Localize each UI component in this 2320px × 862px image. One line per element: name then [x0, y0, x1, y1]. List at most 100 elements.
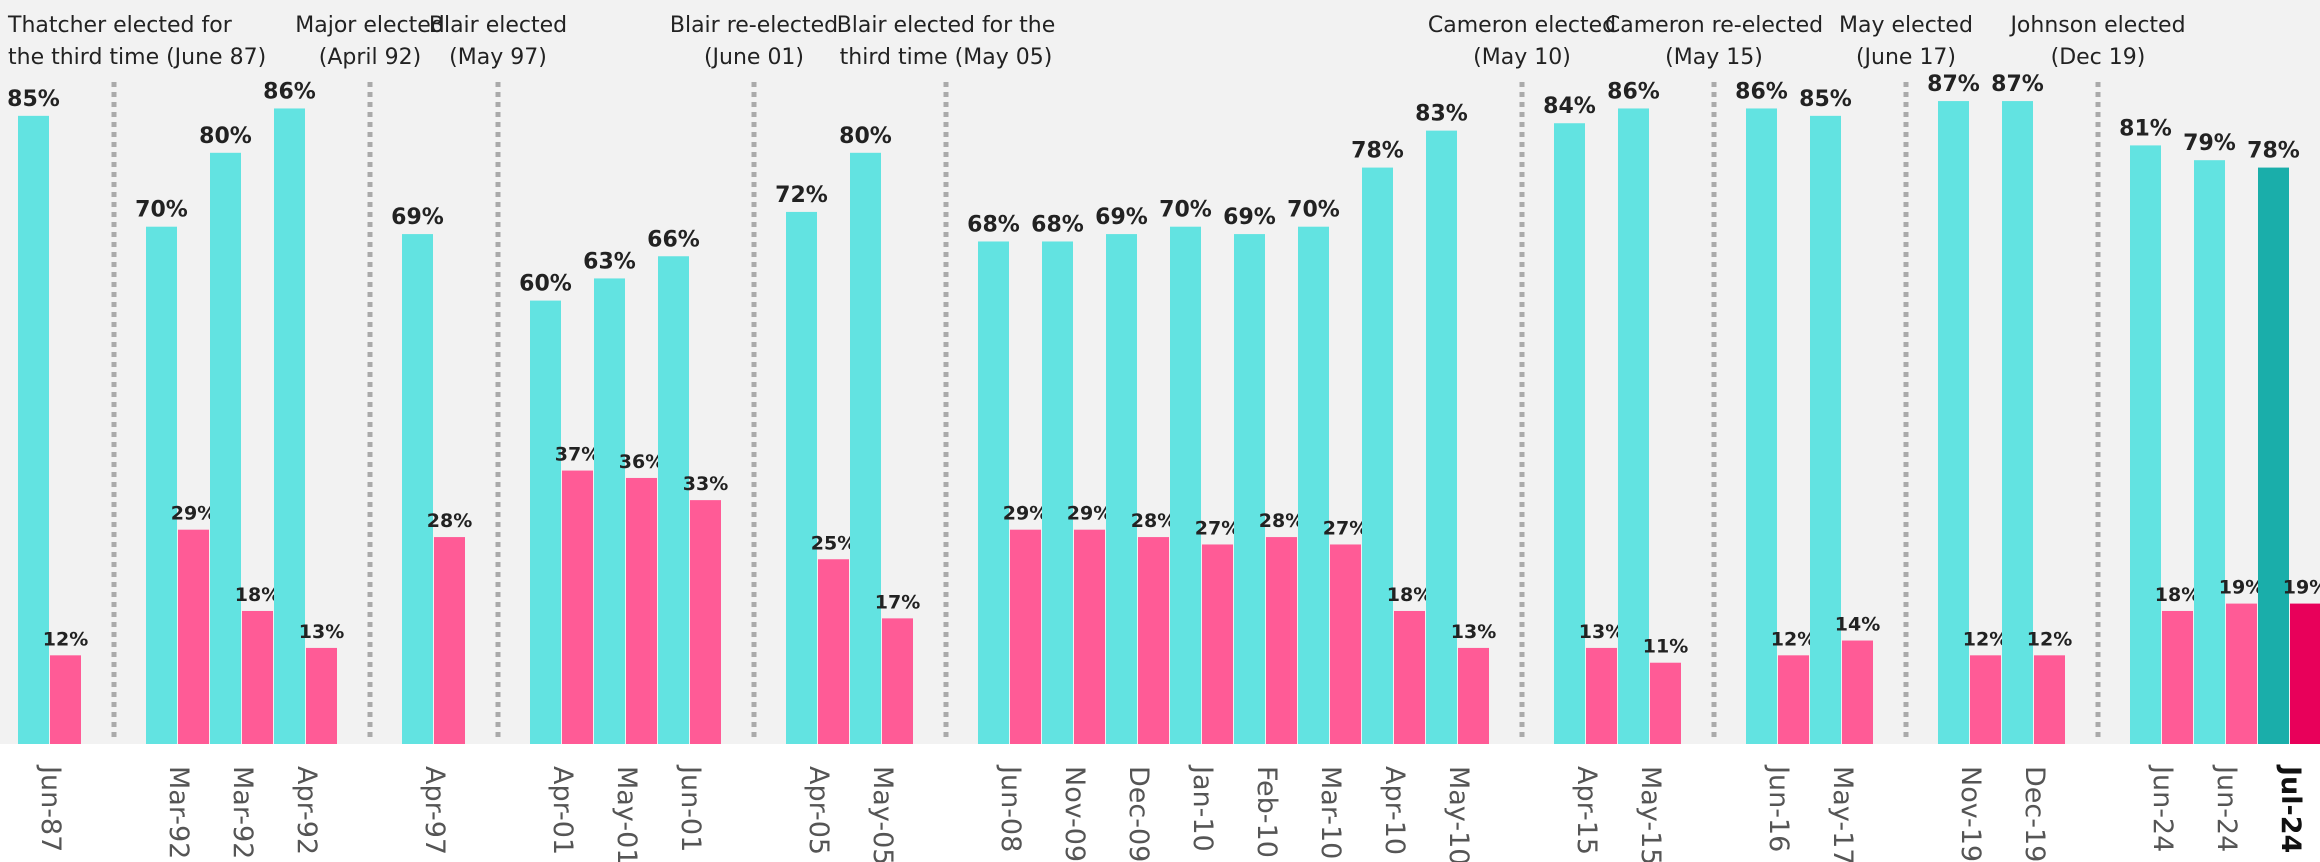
value-label: 18%: [235, 584, 280, 606]
value-label: 28%: [1131, 510, 1176, 532]
value-label: 86%: [1735, 79, 1788, 104]
value-label: 86%: [263, 79, 316, 104]
x-tick-label: Apr-15: [1571, 766, 1602, 855]
x-tick-label: Jun-87: [35, 764, 66, 852]
annotation: (April 92): [319, 45, 421, 70]
annotation: (May 97): [449, 45, 547, 70]
bar: [1458, 647, 1489, 744]
x-tick-label: May-15: [1635, 766, 1666, 862]
bar: [530, 300, 561, 744]
x-tick-label: Jun-08: [995, 764, 1026, 852]
value-label: 13%: [1451, 621, 1496, 643]
value-label: 28%: [427, 510, 472, 532]
bar: [1778, 655, 1809, 744]
value-label: 37%: [555, 444, 600, 466]
value-label: 70%: [135, 198, 188, 223]
bar: [210, 152, 241, 745]
annotation: the third time (June 87): [8, 45, 266, 70]
value-label: 18%: [1387, 584, 1432, 606]
annotation: Blair re-elected: [670, 13, 838, 38]
value-label: 85%: [7, 87, 60, 112]
bar: [786, 211, 817, 745]
bar: [1074, 529, 1105, 744]
value-label: 66%: [647, 227, 700, 252]
value-label: 78%: [1351, 139, 1404, 164]
value-label: 13%: [299, 621, 344, 643]
value-label: 29%: [171, 503, 216, 525]
annotation: Thatcher elected for: [7, 13, 233, 38]
bar: [2258, 167, 2289, 744]
value-label: 28%: [1259, 510, 1304, 532]
x-tick-label: Nov-09: [1059, 766, 1090, 862]
value-label: 12%: [2027, 628, 2072, 650]
bar: [1394, 610, 1425, 744]
bar: [1842, 640, 1873, 744]
bar: [50, 655, 81, 744]
x-tick-label: Mar-10: [1315, 766, 1346, 859]
value-label: 17%: [875, 591, 920, 613]
bar: [1554, 123, 1585, 745]
x-tick-label: Nov-19: [1955, 766, 1986, 862]
bar: [1746, 108, 1777, 744]
x-tick-label: Jun-01: [675, 764, 706, 852]
x-tick-label: Apr-05: [803, 766, 834, 855]
value-label: 86%: [1607, 79, 1660, 104]
value-label: 81%: [2119, 116, 2172, 141]
value-label: 69%: [391, 205, 444, 230]
bar: [1042, 241, 1073, 745]
annotation: Johnson elected: [2008, 13, 2185, 38]
annotation: (May 10): [1473, 45, 1571, 70]
value-label: 33%: [683, 473, 728, 495]
value-label: 60%: [519, 272, 572, 297]
bar: [146, 226, 177, 744]
bar: [658, 256, 689, 744]
x-tick-label: Jan-10: [1187, 764, 1218, 852]
bar: [178, 529, 209, 744]
x-tick-label: May-01: [611, 766, 642, 862]
value-label: 72%: [775, 183, 828, 208]
bar: [2194, 160, 2225, 744]
bar: [1234, 234, 1265, 744]
x-tick-label: Jun-16: [1763, 764, 1794, 852]
bar: [2002, 101, 2033, 744]
bar: [1138, 537, 1169, 744]
bar: [2034, 655, 2065, 744]
bar: [1298, 226, 1329, 744]
bar: [402, 234, 433, 744]
annotation: Cameron re-elected: [1605, 13, 1823, 38]
annotation: (Dec 19): [2051, 45, 2146, 70]
value-label: 19%: [2219, 577, 2264, 599]
value-label: 12%: [1771, 628, 1816, 650]
value-label: 79%: [2183, 131, 2236, 156]
value-label: 68%: [1031, 212, 1084, 237]
value-label: 70%: [1159, 198, 1212, 223]
value-label: 19%: [2283, 577, 2320, 599]
value-label: 18%: [2155, 584, 2200, 606]
value-label: 11%: [1643, 636, 1688, 658]
bar: [1970, 655, 2001, 744]
bar: [978, 241, 1009, 745]
annotation: (June 17): [1856, 45, 1956, 70]
bar: [1938, 101, 1969, 744]
x-tick-label: Apr-97: [419, 766, 450, 855]
bar: [850, 152, 881, 745]
bar: [2162, 610, 2193, 744]
value-label: 12%: [1963, 628, 2008, 650]
x-tick-label: Jun-24: [2211, 764, 2242, 852]
bar: [1330, 544, 1361, 744]
value-label: 63%: [583, 249, 636, 274]
x-tick-label: Mar-92: [227, 766, 258, 859]
value-label: 69%: [1095, 205, 1148, 230]
bar: [2226, 603, 2257, 744]
bar: [1426, 130, 1457, 744]
value-label: 68%: [967, 212, 1020, 237]
x-tick-label: Dec-19: [2019, 766, 2050, 862]
annotation: Blair elected for the: [837, 13, 1056, 38]
bar: [1202, 544, 1233, 744]
value-label: 29%: [1067, 503, 1112, 525]
value-label: 70%: [1287, 198, 1340, 223]
bar: [434, 537, 465, 744]
x-tick-label: May-10: [1443, 766, 1474, 862]
annotation: Major elected: [295, 13, 444, 38]
bar: [1650, 662, 1681, 744]
